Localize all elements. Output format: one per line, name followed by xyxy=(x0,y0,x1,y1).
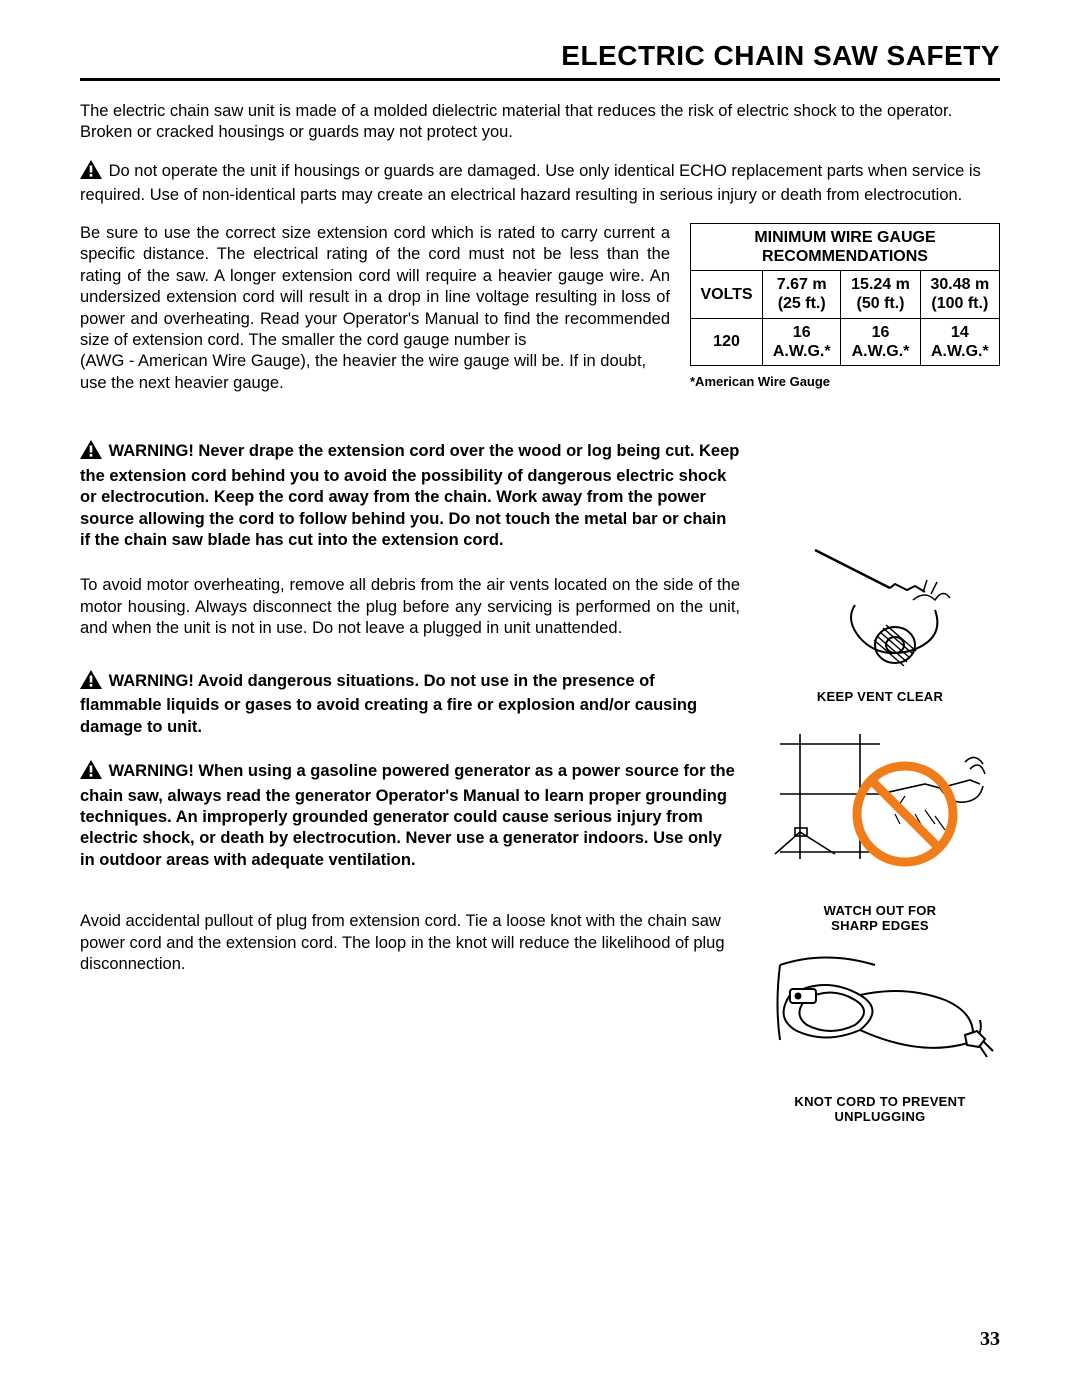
td-c2b: A.W.G.* xyxy=(852,343,910,360)
td-c1b: A.W.G.* xyxy=(773,343,831,360)
caption-sharp-edges-1: WATCH OUT FOR xyxy=(824,903,937,918)
warning-icon xyxy=(80,160,102,185)
th-c1b: (25 ft.) xyxy=(778,295,826,312)
th-c2a: 15.24 m xyxy=(851,276,910,293)
warning-icon xyxy=(80,670,102,695)
caption-knot-1: KNOT CORD TO PREVENT xyxy=(794,1094,965,1109)
td-c3b: A.W.G.* xyxy=(931,343,989,360)
caption-keep-vent-clear: KEEP VENT CLEAR xyxy=(760,689,1000,704)
td-volts: 120 xyxy=(691,318,763,365)
page-title: ELECTRIC CHAIN SAW SAFETY xyxy=(80,40,1000,81)
warning-icon xyxy=(80,440,102,465)
wire-gauge-table: MINIMUM WIRE GAUGE RECOMMENDATIONS VOLTS… xyxy=(690,223,1000,366)
caption-sharp-edges-2: SHARP EDGES xyxy=(831,918,929,933)
td-c3a: 14 xyxy=(951,324,969,341)
warning-housings-text: Do not operate the unit if housings or g… xyxy=(80,162,981,204)
th-c2b: (50 ft.) xyxy=(857,295,905,312)
th-c1a: 7.67 m xyxy=(777,276,827,293)
figure-sharp-edges: WATCH OUT FOR SHARP EDGES xyxy=(760,724,1000,933)
figure-knot-cord: KNOT CORD TO PREVENT UNPLUGGING xyxy=(760,945,1000,1124)
th-volts: VOLTS xyxy=(691,271,763,318)
cord-size-paragraph-a: Be sure to use the correct size extensio… xyxy=(80,223,670,352)
warning-cord-drape-text: WARNING! Never drape the extension cord … xyxy=(80,442,739,549)
warning-flammable-text: WARNING! Avoid dangerous situations. Do … xyxy=(80,672,697,736)
warning-generator-text: WARNING! When using a gasoline powered g… xyxy=(80,762,735,869)
table-footnote: *American Wire Gauge xyxy=(690,374,1000,389)
warning-cord-drape: WARNING! Never drape the extension cord … xyxy=(80,440,740,551)
warning-housings: Do not operate the unit if housings or g… xyxy=(80,160,1000,207)
warning-flammable: WARNING! Avoid dangerous situations. Do … xyxy=(80,670,740,738)
page-number: 33 xyxy=(980,1328,1000,1351)
figure-keep-vent-clear: KEEP VENT CLEAR xyxy=(760,530,1000,704)
th-c3b: (100 ft.) xyxy=(931,295,988,312)
intro-paragraph: The electric chain saw unit is made of a… xyxy=(80,101,1000,144)
warning-generator: WARNING! When using a gasoline powered g… xyxy=(80,760,740,871)
warning-icon xyxy=(80,760,102,785)
prohibit-icon xyxy=(857,766,953,862)
knot-paragraph: Avoid accidental pullout of plug from ex… xyxy=(80,911,740,975)
table-title-1: MINIMUM WIRE GAUGE xyxy=(754,229,935,246)
th-c3a: 30.48 m xyxy=(930,276,989,293)
td-c1a: 16 xyxy=(793,324,811,341)
table-title-2: RECOMMENDATIONS xyxy=(762,248,928,265)
td-c2a: 16 xyxy=(872,324,890,341)
motor-overheat-paragraph: To avoid motor overheating, remove all d… xyxy=(80,575,740,639)
cord-size-paragraph-b: (AWG - American Wire Gauge), the heavier… xyxy=(80,351,670,394)
caption-knot-2: UNPLUGGING xyxy=(834,1109,925,1124)
